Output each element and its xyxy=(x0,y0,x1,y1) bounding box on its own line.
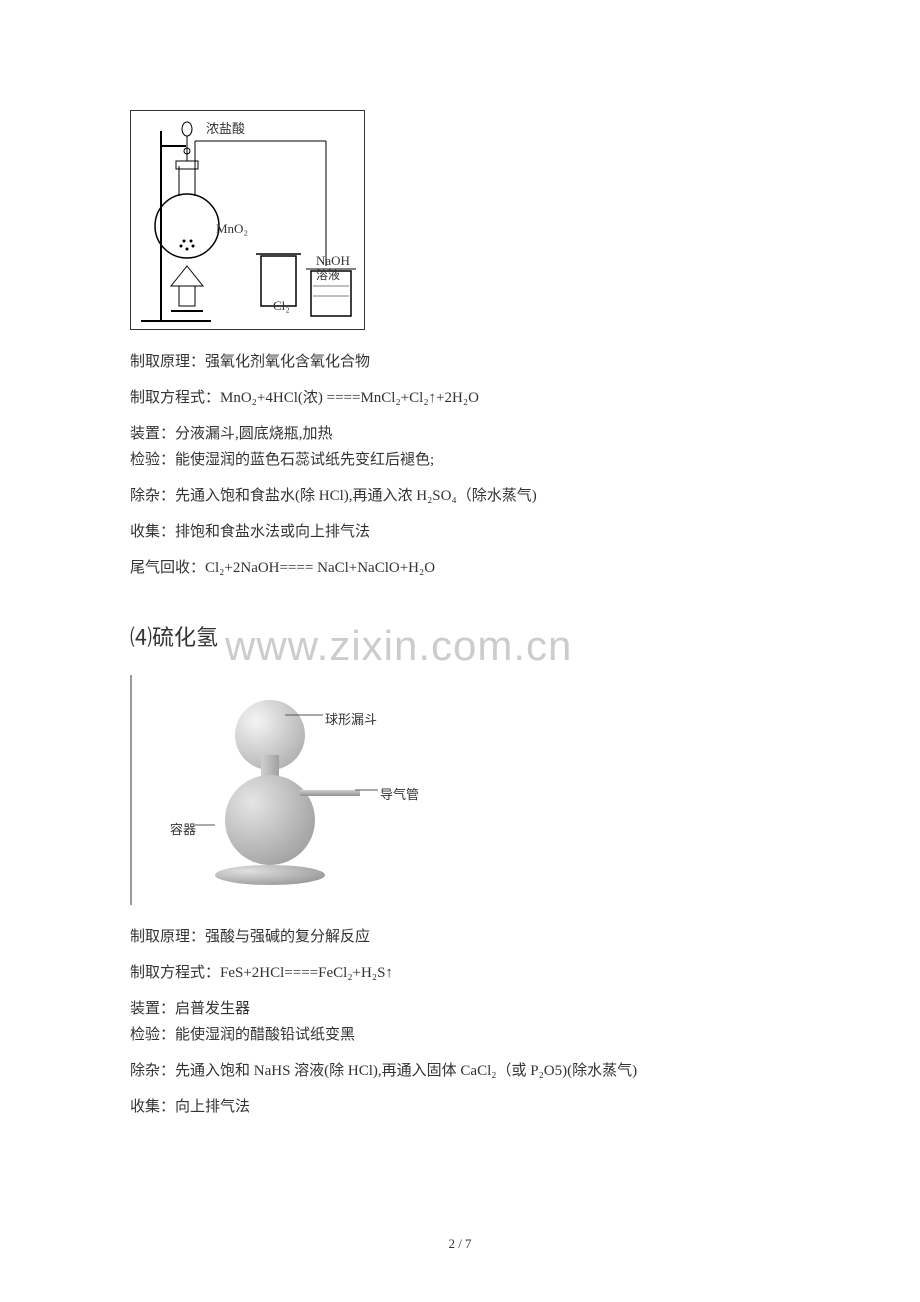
line-equation-2: 制取方程式：FeS+2HCl====FeCl₂+H₂S↑ xyxy=(130,961,790,985)
label-solution: 溶液 xyxy=(316,266,340,285)
line-test-2: 检验：能使湿润的醋酸铅试纸变黑 xyxy=(130,1023,790,1047)
chlorine-apparatus-diagram: 浓盐酸 MnO₂ NaOH 溶液 Cl₂ xyxy=(130,110,365,330)
line-principle-1: 制取原理：强氧化剂氧化含氧化合物 xyxy=(130,350,790,374)
line-tail-1: 尾气回收：Cl₂+2NaOH==== NaCl+NaClO+H₂O xyxy=(130,556,790,580)
line-purify-2: 除杂：先通入饱和 NaHS 溶液(除 HCl),再通入固体 CaCl₂（或 P₂… xyxy=(130,1059,790,1083)
label-cl2: Cl₂ xyxy=(273,296,290,317)
line-collect-2: 收集：向上排气法 xyxy=(130,1095,790,1119)
line-equation-1: 制取方程式：MnO₂+4HCl(浓) ====MnCl₂+Cl₂↑+2H₂O xyxy=(130,386,790,410)
watermark-text: www.zixin.com.cn xyxy=(225,622,572,670)
h2s-apparatus-diagram: 球形漏斗 导气管 容器 xyxy=(130,675,440,905)
line-test-1: 检验：能使湿润的蓝色石蕊试纸先变红后褪色; xyxy=(130,448,790,472)
line-purify-1: 除杂：先通入饱和食盐水(除 HCl),再通入浓 H₂SO₄（除水蒸气) xyxy=(130,484,790,508)
label-container: 容器 xyxy=(170,820,196,841)
label-funnel: 球形漏斗 xyxy=(325,710,377,731)
line-apparatus-2: 装置：启普发生器 xyxy=(130,997,790,1021)
line-principle-2: 制取原理：强酸与强碱的复分解反应 xyxy=(130,925,790,949)
line-apparatus-1: 装置：分液漏斗,圆底烧瓶,加热 xyxy=(130,422,790,446)
page-number: 2 / 7 xyxy=(0,1236,920,1252)
label-conc-hcl: 浓盐酸 xyxy=(206,119,245,140)
line-collect-1: 收集：排饱和食盐水法或向上排气法 xyxy=(130,520,790,544)
label-tube: 导气管 xyxy=(380,785,419,806)
label-mno2: MnO₂ xyxy=(216,219,248,240)
